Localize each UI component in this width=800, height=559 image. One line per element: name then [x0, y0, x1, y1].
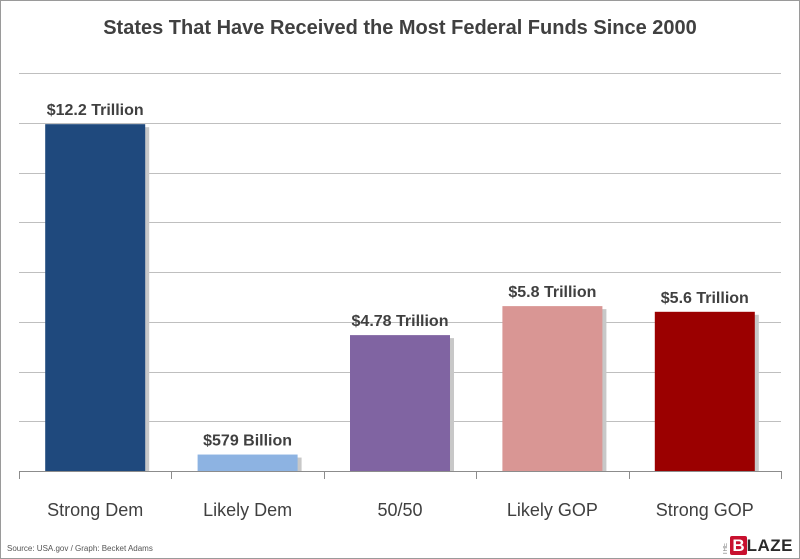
logo-initial: B [730, 536, 747, 555]
x-tick-label: 50/50 [377, 500, 422, 520]
x-tick-label: Likely GOP [507, 500, 598, 520]
x-tick-label: Likely Dem [203, 500, 292, 520]
data-label: $4.78 Trillion [352, 313, 449, 330]
x-tick-label: Strong GOP [656, 500, 754, 520]
bar-likely-dem [197, 454, 298, 471]
bar-50-50 [350, 335, 450, 471]
data-label: $579 Billion [203, 433, 292, 450]
bar-likely-gop [502, 306, 603, 471]
data-label: $12.2 Trillion [47, 102, 144, 119]
bar-strong-dem [45, 124, 146, 472]
bar-strong-gop [654, 311, 755, 471]
logo-prefix: THE [723, 543, 730, 555]
blaze-logo: THE B LAZE [723, 535, 793, 555]
chart-title: States That Have Received the Most Feder… [103, 17, 697, 39]
x-tick-label: Strong Dem [47, 500, 143, 520]
source-note: Source: USA.gov / Graph: Becket Adams [7, 544, 153, 553]
logo-wordmark: LAZE [746, 536, 793, 555]
data-label: $5.8 Trillion [508, 284, 596, 301]
data-label: $5.6 Trillion [661, 290, 749, 307]
